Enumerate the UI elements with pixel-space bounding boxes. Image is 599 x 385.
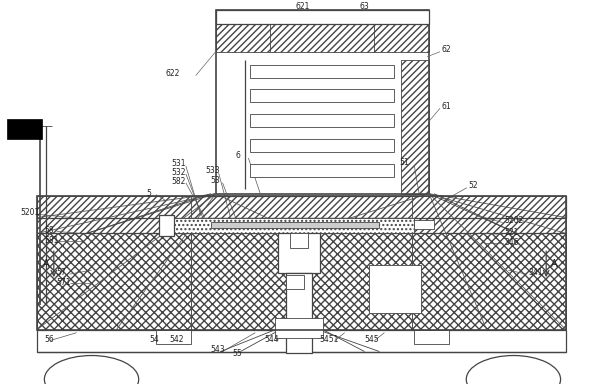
Text: 55: 55	[232, 349, 242, 358]
Bar	[250, 114, 394, 127]
Text: 521: 521	[504, 228, 519, 237]
Text: A: A	[43, 259, 49, 269]
Text: 57: 57	[57, 268, 66, 277]
Bar	[211, 221, 379, 228]
Text: 543: 543	[211, 345, 225, 354]
Bar	[286, 275, 304, 289]
Text: 346: 346	[504, 238, 519, 247]
Bar	[250, 164, 394, 177]
Bar	[414, 330, 449, 343]
Text: 621: 621	[295, 2, 310, 10]
Text: 581: 581	[44, 236, 58, 245]
Text: 6: 6	[235, 151, 240, 161]
Text: 63: 63	[359, 2, 370, 10]
Text: 571: 571	[57, 278, 71, 286]
Text: 582: 582	[171, 177, 185, 186]
Bar	[250, 139, 394, 152]
Text: A: A	[551, 259, 558, 269]
Bar	[286, 273, 312, 353]
Text: 5202: 5202	[504, 216, 524, 225]
Text: 5451: 5451	[320, 335, 339, 344]
Bar	[216, 10, 429, 194]
Text: 5201: 5201	[20, 208, 40, 217]
Polygon shape	[191, 233, 412, 330]
Bar	[216, 10, 429, 52]
Polygon shape	[37, 196, 191, 330]
Text: 531: 531	[171, 159, 186, 168]
Bar	[37, 196, 566, 330]
Bar	[37, 196, 566, 218]
Bar	[290, 233, 308, 248]
Polygon shape	[412, 233, 566, 330]
Bar	[370, 265, 421, 313]
Bar	[156, 330, 191, 343]
Polygon shape	[37, 233, 191, 330]
Text: 532: 532	[171, 168, 186, 177]
Text: 544: 544	[264, 335, 279, 344]
Text: 5: 5	[146, 189, 151, 198]
Bar	[250, 89, 394, 102]
Bar	[7, 119, 42, 139]
Ellipse shape	[466, 355, 561, 385]
Bar	[216, 10, 429, 24]
Bar	[414, 219, 434, 229]
Text: 542: 542	[169, 335, 183, 344]
Text: 51: 51	[400, 159, 409, 167]
Text: 61: 61	[442, 102, 452, 111]
Text: 56: 56	[44, 335, 54, 344]
Text: 533: 533	[205, 166, 220, 176]
Bar	[275, 318, 323, 338]
Bar	[278, 233, 320, 273]
Bar	[159, 214, 174, 236]
Bar	[250, 65, 394, 77]
Text: 58: 58	[44, 226, 53, 235]
Text: 52: 52	[469, 181, 479, 190]
Text: 622: 622	[166, 69, 180, 78]
Ellipse shape	[44, 355, 139, 385]
Text: 62: 62	[442, 45, 452, 54]
Bar	[37, 330, 566, 352]
Text: 341: 341	[528, 268, 543, 277]
Text: 53: 53	[211, 176, 220, 185]
Text: 545: 545	[365, 335, 379, 344]
Bar	[401, 60, 429, 194]
Text: 54: 54	[149, 335, 159, 344]
Polygon shape	[412, 196, 566, 330]
Bar	[171, 218, 414, 233]
